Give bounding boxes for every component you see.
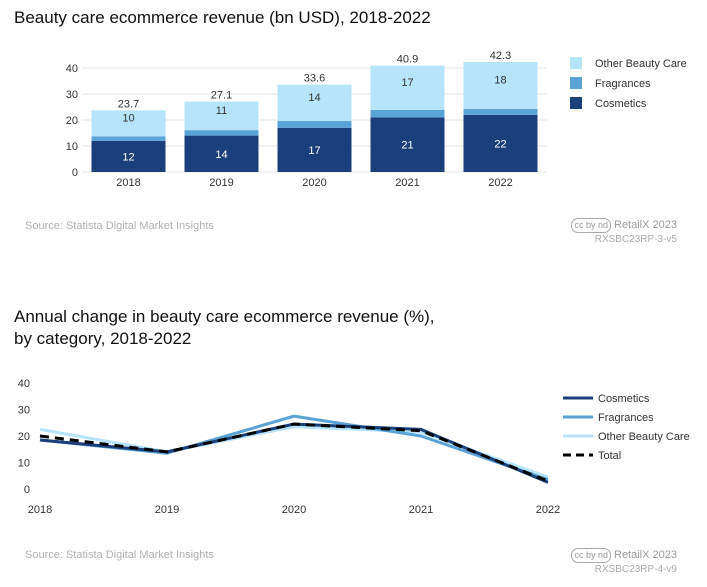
legend-label: Other Beauty Care <box>598 431 690 443</box>
bar-cosmetics-2022 <box>463 114 538 172</box>
y-tick-label: 0 <box>24 484 30 496</box>
bar-fragrances-2021 <box>370 109 445 118</box>
chart2-credit-text: RetailX 2023 <box>614 549 677 561</box>
x-tick-label: 2022 <box>536 504 560 516</box>
legend-swatch <box>570 97 582 109</box>
x-tick-label: 2019 <box>209 177 233 189</box>
legend-label: Total <box>598 450 621 462</box>
bar-cosmetics-2021 <box>370 117 445 172</box>
chart1-title: Beauty care ecommerce revenue (bn USD), … <box>14 8 431 27</box>
legend-label: Cosmetics <box>598 393 650 405</box>
y-tick-label: 30 <box>66 89 78 101</box>
chart2-title: Annual change in beauty care ecommerce r… <box>14 306 435 350</box>
bar-data-label: 17 <box>401 77 413 89</box>
bar-other-beauty-care-2020 <box>277 84 352 122</box>
bar-data-label: 14 <box>215 149 227 161</box>
bar-total-label: 23.7 <box>118 98 139 110</box>
bar-total-label: 40.9 <box>397 54 418 66</box>
annual-change-line-chart: 0 10 20 30 40 2018 2019 2020 2021 2022 Cosmetics Fr… <box>18 378 690 516</box>
bar-other-beauty-care-2018 <box>91 110 166 137</box>
bar-fragrances-2019 <box>184 130 259 136</box>
chart1-source: Source: Statista Digital Market Insights <box>25 220 214 232</box>
bar-cosmetics-2018 <box>91 140 166 172</box>
chart2-title-line1: Annual change in beauty care ecommerce r… <box>14 307 435 326</box>
chart1-credit-text: RetailX 2023 <box>614 219 677 231</box>
bar-total-label: 27.1 <box>211 90 232 102</box>
revenue-bar-chart: 0 10 20 30 40 12 10 23.7 2018 14 11 27.1 2019 17 14 33.… <box>66 50 687 189</box>
y-tick-label: 40 <box>18 378 30 390</box>
legend-label: Other Beauty Care <box>595 58 687 70</box>
y-tick-label: 10 <box>18 458 30 470</box>
bar-total-label: 42.3 <box>490 50 511 62</box>
x-tick-label: 2018 <box>116 177 140 189</box>
legend-swatch <box>570 77 582 89</box>
bar-other-beauty-care-2021 <box>370 65 445 110</box>
bar-cosmetics-2019 <box>184 135 259 172</box>
y-tick-label: 40 <box>66 63 78 75</box>
bar-data-label: 14 <box>308 92 320 104</box>
chart2-code: RXSBC23RP-4-v9 <box>594 564 677 575</box>
x-tick-label: 2020 <box>282 504 306 516</box>
bar-total-label: 33.6 <box>304 73 325 85</box>
bar-fragrances-2018 <box>91 136 166 141</box>
bar-data-label: 22 <box>494 138 506 150</box>
legend-swatch <box>570 57 582 69</box>
chart2-source: Source: Statista Digital Market Insights <box>25 549 214 561</box>
legend-label: Cosmetics <box>595 98 647 110</box>
cc-license-icon: cc by nd <box>571 218 611 233</box>
x-tick-label: 2022 <box>488 177 512 189</box>
bar-data-label: 17 <box>308 145 320 157</box>
bar-other-beauty-care-2019 <box>184 101 259 131</box>
bar-data-label: 12 <box>122 151 134 163</box>
bar-fragrances-2022 <box>463 108 538 115</box>
chart1-code: RXSBC23RP-3-v5 <box>594 234 677 245</box>
x-tick-label: 2019 <box>155 504 179 516</box>
y-tick-label: 20 <box>18 431 30 443</box>
y-tick-label: 30 <box>18 405 30 417</box>
legend-label: Fragrances <box>598 412 654 424</box>
bar-data-label: 21 <box>401 140 413 152</box>
x-tick-label: 2021 <box>409 504 433 516</box>
legend-label: Fragrances <box>595 78 651 90</box>
bar-data-label: 18 <box>494 74 506 86</box>
bar-other-beauty-care-2022 <box>463 62 538 109</box>
bar-cosmetics-2020 <box>277 127 352 172</box>
bar-data-label: 10 <box>122 112 134 124</box>
line-total <box>39 422 549 483</box>
chart2-title-line2: by category, 2018-2022 <box>14 329 192 348</box>
bar-data-label: 11 <box>216 105 227 117</box>
y-tick-label: 20 <box>66 115 78 127</box>
chart2-credit: cc by nd RetailX 2023 RXSBC23RP-4-v9 <box>571 548 677 576</box>
bar-fragrances-2020 <box>277 121 352 128</box>
y-tick-label: 0 <box>72 167 78 179</box>
chart1-credit: cc by nd RetailX 2023 RXSBC23RP-3-v5 <box>571 218 677 246</box>
cc-license-icon: cc by nd <box>571 548 611 563</box>
x-tick-label: 2018 <box>28 504 52 516</box>
x-tick-label: 2021 <box>395 177 419 189</box>
x-tick-label: 2020 <box>302 177 326 189</box>
y-tick-label: 10 <box>66 141 78 153</box>
